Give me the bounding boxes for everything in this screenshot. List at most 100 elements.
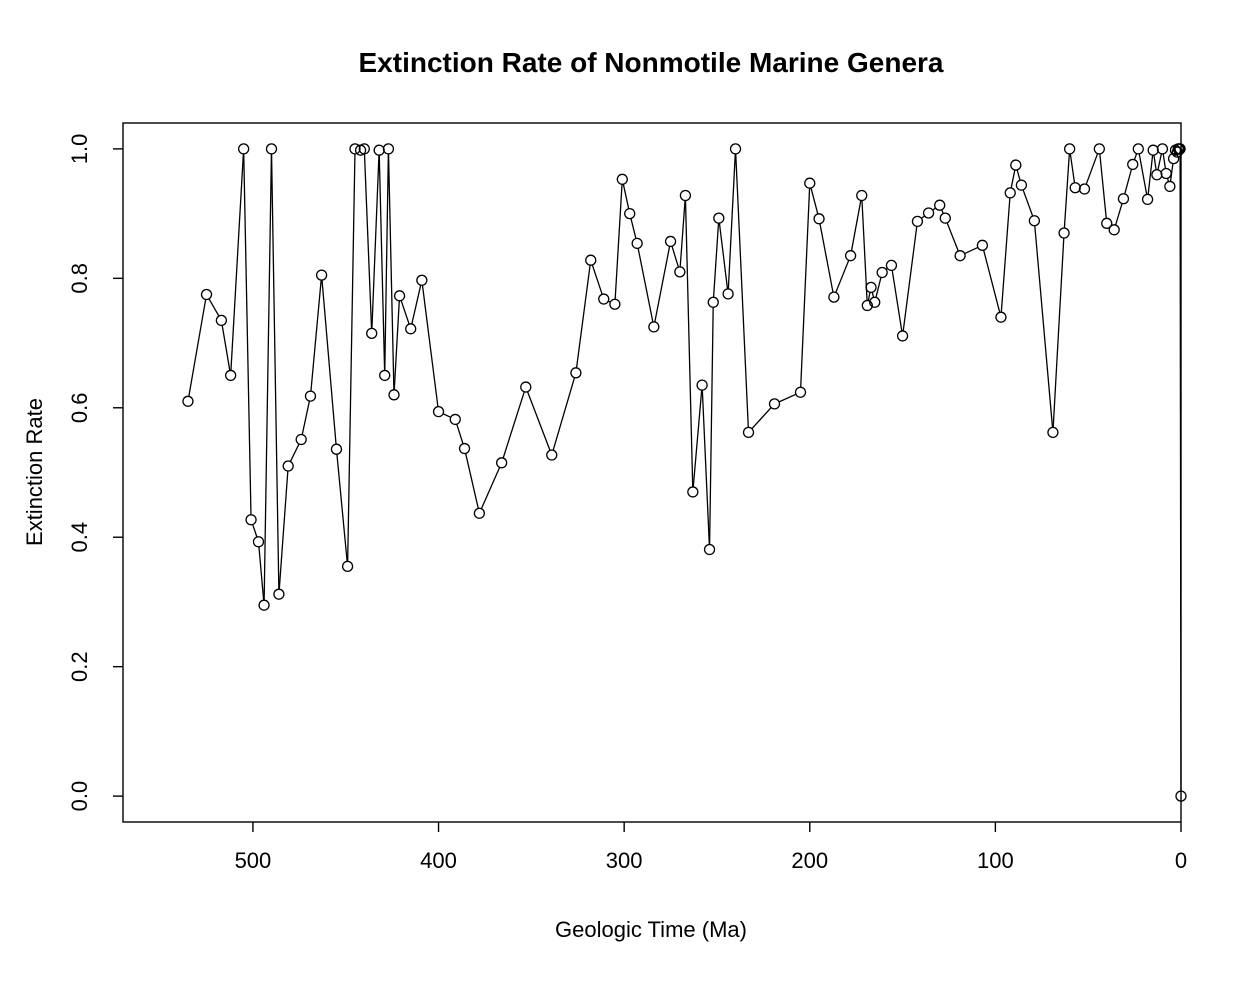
series-line-segment (946, 222, 959, 252)
series-layer (182, 143, 1187, 802)
y-tick-label: 0.6 (67, 392, 92, 423)
data-point (393, 290, 406, 302)
series-line-segment (778, 393, 797, 403)
series-line-segment (810, 187, 819, 215)
data-point (1174, 143, 1186, 155)
series-line-segment (1022, 189, 1034, 217)
series-line-segment (692, 390, 703, 487)
data-point (379, 369, 391, 382)
series-line-segment (622, 184, 630, 209)
x-tick-label: 500 (235, 848, 272, 873)
series-line-segment (363, 153, 373, 329)
data-point (1132, 143, 1144, 155)
series-line-segment (701, 390, 710, 545)
data-point (237, 143, 250, 155)
data-point (995, 311, 1007, 323)
data-point (373, 144, 385, 156)
series-line-segment (1138, 153, 1148, 195)
data-point (1047, 426, 1059, 439)
data-point (616, 173, 628, 185)
data-point (939, 212, 951, 224)
data-point (570, 367, 582, 379)
data-point (609, 298, 621, 310)
data-point (624, 207, 636, 220)
series-line-segment (575, 265, 591, 368)
series-line-segment (411, 285, 422, 325)
series-line-segment (871, 292, 875, 298)
series-line-segment (712, 223, 720, 298)
data-point (1015, 179, 1028, 191)
data-point (1127, 158, 1139, 171)
series-line-segment (1114, 203, 1123, 226)
y-tick-label: 0.0 (67, 781, 92, 812)
data-point (687, 486, 699, 498)
series-line-segment (800, 188, 811, 388)
data-point (546, 449, 558, 461)
series-line-segment (941, 209, 944, 214)
data-point (813, 213, 825, 225)
data-point (382, 143, 395, 155)
data-point (225, 369, 237, 382)
data-point (200, 288, 213, 301)
series-line-segment (465, 453, 479, 509)
data-point (366, 327, 378, 339)
data-point (258, 599, 270, 611)
data-point (349, 143, 361, 155)
y-tick-label: 0.2 (67, 651, 92, 682)
data-point (934, 199, 946, 211)
series-line-segment (526, 391, 551, 451)
data-point (265, 143, 278, 155)
series-line-segment (819, 223, 834, 293)
series-line-segment (1016, 169, 1021, 181)
data-point (1063, 143, 1076, 155)
data-point (679, 189, 692, 202)
series-line-segment (861, 200, 868, 301)
data-point (722, 288, 734, 300)
data-point (696, 379, 708, 391)
data-point (869, 296, 881, 308)
data-point (976, 239, 989, 251)
series-line-segment (1010, 169, 1016, 189)
data-point (1147, 144, 1159, 156)
y-axis: 0.0 0.2 0.4 0.6 0.8 1.0 (67, 134, 123, 812)
series-line-segment (230, 153, 245, 371)
series-line-segment (321, 280, 337, 445)
series-line-segment (679, 200, 686, 267)
data-point (1160, 167, 1172, 180)
series-line (188, 153, 1182, 792)
data-point (520, 381, 532, 393)
data-point (245, 514, 257, 526)
data-point (922, 207, 935, 219)
x-tick-label: 300 (606, 848, 643, 873)
series-line-segment (442, 413, 451, 418)
data-point (1164, 180, 1176, 193)
series-line-segment (1133, 153, 1138, 160)
series-line-segment (289, 443, 300, 462)
series-line-segment (921, 215, 925, 219)
x-tick-label: 100 (977, 848, 1014, 873)
data-point (1117, 193, 1130, 205)
data-point (585, 254, 597, 266)
data-point (664, 235, 677, 248)
data-point (804, 177, 816, 189)
data-point (1156, 143, 1169, 155)
data-point (1167, 152, 1180, 165)
data-point (794, 386, 807, 398)
series-line-segment (301, 400, 311, 435)
series-line-segment (835, 260, 850, 293)
series-line-segment (591, 264, 603, 295)
series-line-segment (243, 153, 252, 515)
series-line-segment (1179, 153, 1182, 792)
series-line-segment (347, 153, 356, 562)
data-point (330, 443, 343, 455)
y-tick-label: 1.0 (67, 134, 92, 165)
data-point (828, 291, 840, 303)
x-tick-label: 0 (1175, 848, 1187, 873)
y-tick-label: 0.4 (67, 522, 92, 553)
series-line-segment (718, 223, 729, 289)
series-line-segment (654, 246, 671, 323)
series-line-segment (270, 153, 280, 590)
x-tick-label: 200 (791, 848, 828, 873)
series-line-segment (310, 280, 322, 392)
